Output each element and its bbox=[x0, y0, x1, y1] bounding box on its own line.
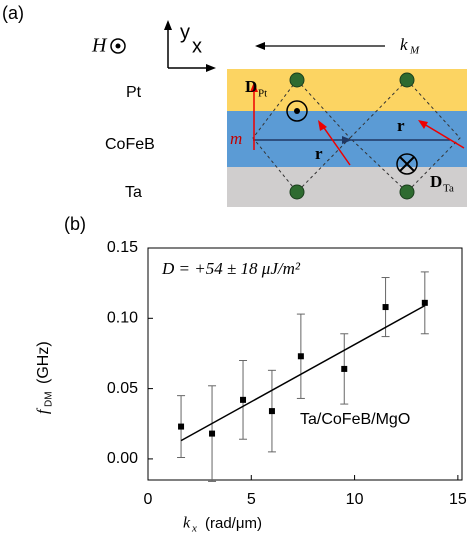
y-label-symbol: f bbox=[35, 407, 52, 414]
field-symbol bbox=[110, 38, 126, 54]
dmi-in bbox=[396, 153, 418, 175]
layer-label: Ta bbox=[125, 184, 142, 201]
point bbox=[240, 396, 247, 403]
m-label: m bbox=[230, 129, 242, 148]
d-subscript: Pt bbox=[258, 88, 267, 100]
point bbox=[421, 299, 428, 306]
point bbox=[178, 423, 185, 430]
x-tick-label: 5 bbox=[247, 491, 256, 508]
field-label: H bbox=[91, 35, 108, 57]
field-dot bbox=[115, 43, 121, 49]
y-label: f DM (GHz) bbox=[35, 341, 55, 414]
bond-lines bbox=[252, 79, 461, 193]
y-label-sub: DM bbox=[44, 391, 55, 407]
point bbox=[268, 408, 275, 415]
x-arrowhead bbox=[206, 64, 216, 72]
d-subscript: Ta bbox=[443, 183, 454, 195]
x-label-sub: x bbox=[191, 523, 197, 535]
plot-frame bbox=[147, 247, 463, 481]
r-label: r bbox=[315, 144, 323, 163]
atoms bbox=[289, 72, 415, 200]
pt-layer bbox=[227, 69, 467, 111]
panel-label: (a) bbox=[2, 3, 24, 23]
k-label: k bbox=[400, 35, 408, 54]
dmi-in-cross bbox=[399, 156, 415, 172]
r-label: r bbox=[397, 116, 405, 135]
ta-layer bbox=[227, 167, 467, 207]
m-arrowhead bbox=[318, 120, 327, 131]
m-arrow bbox=[321, 124, 351, 166]
point bbox=[382, 304, 389, 311]
x-label: k bbox=[183, 515, 191, 532]
point bbox=[341, 365, 348, 372]
layer-label: Pt bbox=[126, 84, 142, 101]
layer-label: CoFeB bbox=[105, 136, 155, 153]
fit-line bbox=[180, 304, 426, 442]
m-arrowhead bbox=[418, 120, 428, 129]
k-subscript: M bbox=[409, 45, 420, 57]
m-arrow bbox=[423, 123, 465, 149]
d-label: D bbox=[245, 77, 257, 96]
k-arrowhead bbox=[255, 42, 265, 50]
annotation: D = +54 ± 18 μJ/m² bbox=[161, 259, 301, 278]
axis-x-label: x bbox=[192, 35, 202, 57]
x-tick-label: 15 bbox=[449, 491, 467, 508]
axis-y-label: y bbox=[180, 21, 190, 43]
y-tick-label: 0.15 bbox=[107, 239, 138, 256]
x-tick-label: 0 bbox=[144, 491, 153, 508]
x-label-unit: (rad/μm) bbox=[205, 515, 262, 532]
dmi-out-dot bbox=[294, 108, 300, 114]
y-tick-label: 0.00 bbox=[107, 450, 138, 467]
y-tick-label: 0.10 bbox=[107, 310, 138, 327]
annotation: Ta/CoFeB/MgO bbox=[300, 411, 410, 428]
x-tick-label: 10 bbox=[346, 491, 364, 508]
y-arrowhead bbox=[164, 20, 172, 30]
point bbox=[297, 353, 304, 360]
d-label: D bbox=[430, 172, 442, 191]
point bbox=[209, 430, 216, 437]
y-tick-label: 0.05 bbox=[107, 380, 138, 397]
dmi-out bbox=[286, 100, 308, 122]
y-label-unit: (GHz) bbox=[35, 341, 52, 384]
r-arrowhead bbox=[342, 136, 352, 144]
panel-label: (b) bbox=[64, 214, 86, 234]
m-arrowhead bbox=[250, 82, 258, 92]
